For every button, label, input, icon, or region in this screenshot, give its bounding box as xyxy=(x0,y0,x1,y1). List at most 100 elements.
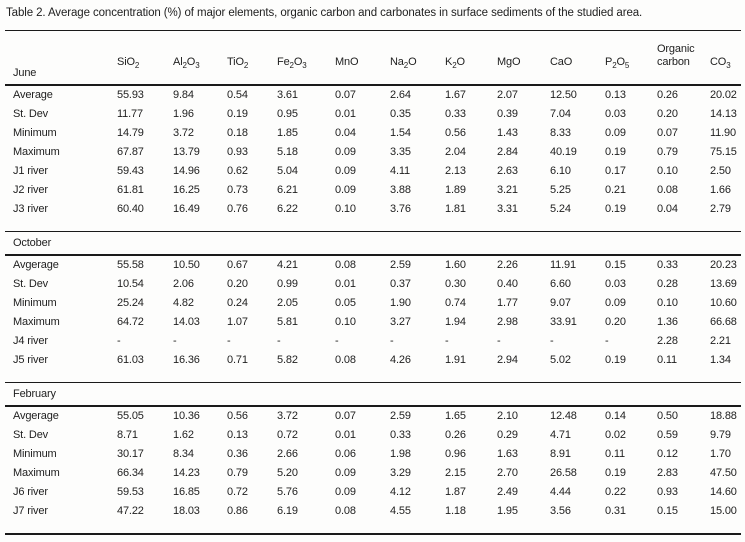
cell-organic-carbon: 0.28 xyxy=(657,278,678,290)
cell-fe2o3: 6.22 xyxy=(277,203,298,215)
cell-al2o3: 16.49 xyxy=(173,203,200,215)
column-header-organic-carbon: Organic carbon xyxy=(649,30,702,86)
cell-p2o5: 0.14 xyxy=(605,410,626,422)
cell-fe2o3: 5.18 xyxy=(277,146,298,158)
table-row-june-j3-river: J3 river 60.40 16.49 0.76 6.22 0.10 3.76 1.81 3.… xyxy=(5,200,741,232)
cell-tio2: 0.79 xyxy=(227,467,248,479)
cell-mgo: 1.77 xyxy=(497,297,518,309)
cell-k2o: 1.65 xyxy=(445,410,466,422)
row-label: J3 river xyxy=(13,203,48,215)
cell-mgo: 1.43 xyxy=(497,127,518,139)
table-row-february-j7-river: J7 river 47.22 18.03 0.86 6.19 0.08 4.55 1.18 1.… xyxy=(5,502,741,534)
cell-mno: 0.05 xyxy=(335,297,356,309)
cell-mgo: 2.07 xyxy=(497,89,518,101)
row-label: Maximum xyxy=(13,146,60,158)
cell-k2o: 0.96 xyxy=(445,448,466,460)
cell-mgo: 2.26 xyxy=(497,259,518,271)
row-label: Avgerage xyxy=(13,410,59,422)
cell-na2o: 1.90 xyxy=(390,297,411,309)
cell-p2o5: 0.15 xyxy=(605,259,626,271)
table-row-october-j4-river: J4 river - - - - - - - - - - 2.28 2.21 xyxy=(5,332,741,351)
row-label: St. Dev xyxy=(13,278,49,290)
cell-cao: 4.44 xyxy=(550,486,571,498)
row-label: Minimum xyxy=(13,127,57,139)
column-header-k2o: K2O xyxy=(437,30,489,86)
cell-tio2: 0.76 xyxy=(227,203,248,215)
cell-k2o: 0.33 xyxy=(445,108,466,120)
cell-al2o3: 16.36 xyxy=(173,354,200,366)
cell-p2o5: 0.03 xyxy=(605,278,626,290)
table-row-february-avgerage: Avgerage 55.05 10.36 0.56 3.72 0.07 2.59 1.65 2.… xyxy=(5,406,741,426)
cell-mno: 0.09 xyxy=(335,146,356,158)
table-row-june-minimum: Minimum 14.79 3.72 0.18 1.85 0.04 1.54 0.56 1.43… xyxy=(5,124,741,143)
cell-mno: 0.10 xyxy=(335,203,356,215)
table-row-october-j5-river: J5 river 61.03 16.36 0.71 5.82 0.08 4.26 1.91 2.… xyxy=(5,351,741,383)
row-label: J5 river xyxy=(13,354,48,366)
cell-k2o: 1.18 xyxy=(445,505,466,517)
header-row: June SiO2 Al2O3 TiO2 Fe2O3 MnO Na2O K2O MgO CaO P2… xyxy=(5,30,741,86)
cell-tio2: 0.93 xyxy=(227,146,248,158)
cell-fe2o3: - xyxy=(277,335,281,347)
cell-organic-carbon: 0.33 xyxy=(657,259,678,271)
cell-fe2o3: 3.72 xyxy=(277,410,298,422)
cell-na2o: - xyxy=(390,335,394,347)
cell-cao: 5.25 xyxy=(550,184,571,196)
cell-cao: 40.19 xyxy=(550,146,577,158)
cell-mno: 0.09 xyxy=(335,184,356,196)
cell-fe2o3: 5.04 xyxy=(277,165,298,177)
cell-co3: 47.50 xyxy=(710,467,737,479)
cell-tio2: 0.62 xyxy=(227,165,248,177)
cell-sio2: 30.17 xyxy=(117,448,144,460)
cell-na2o: 3.35 xyxy=(390,146,411,158)
cell-sio2: 64.72 xyxy=(117,316,144,328)
cell-tio2: 0.72 xyxy=(227,486,248,498)
cell-tio2: - xyxy=(227,335,231,347)
cell-tio2: 0.71 xyxy=(227,354,248,366)
cell-co3: 75.15 xyxy=(710,146,737,158)
cell-organic-carbon: 0.20 xyxy=(657,108,678,120)
table-row-june-maximum: Maximum 67.87 13.79 0.93 5.18 0.09 3.35 2.04 2.8… xyxy=(5,143,741,162)
cell-p2o5: 0.13 xyxy=(605,89,626,101)
column-header-fe2o3: Fe2O3 xyxy=(269,30,327,86)
cell-fe2o3: 3.61 xyxy=(277,89,298,101)
row-label: J4 river xyxy=(13,335,48,347)
cell-k2o: 1.60 xyxy=(445,259,466,271)
row-label: Average xyxy=(13,89,53,101)
cell-p2o5: 0.02 xyxy=(605,429,626,441)
cell-organic-carbon: 0.79 xyxy=(657,146,678,158)
cell-cao: 7.04 xyxy=(550,108,571,120)
cell-k2o: 1.89 xyxy=(445,184,466,196)
table-row-october-minimum: Minimum 25.24 4.82 0.24 2.05 0.05 1.90 0.74 1.77… xyxy=(5,294,741,313)
cell-mno: 0.01 xyxy=(335,429,356,441)
cell-organic-carbon: 2.28 xyxy=(657,335,678,347)
cell-mno: 0.09 xyxy=(335,467,356,479)
cell-organic-carbon: 2.83 xyxy=(657,467,678,479)
cell-k2o: 1.91 xyxy=(445,354,466,366)
cell-al2o3: 10.50 xyxy=(173,259,200,271)
cell-co3: 15.00 xyxy=(710,505,737,517)
cell-p2o5: 0.19 xyxy=(605,467,626,479)
cell-k2o: 0.56 xyxy=(445,127,466,139)
cell-mgo: 2.63 xyxy=(497,165,518,177)
cell-organic-carbon: 0.10 xyxy=(657,165,678,177)
cell-sio2: 59.43 xyxy=(117,165,144,177)
cell-fe2o3: 6.19 xyxy=(277,505,298,517)
cell-k2o: 0.30 xyxy=(445,278,466,290)
cell-organic-carbon: 0.50 xyxy=(657,410,678,422)
cell-mno: 0.09 xyxy=(335,486,356,498)
table-row-february-maximum: Maximum 66.34 14.23 0.79 5.20 0.09 3.29 2.15 2.7… xyxy=(5,464,741,483)
cell-al2o3: 13.79 xyxy=(173,146,200,158)
cell-k2o: 2.13 xyxy=(445,165,466,177)
column-header-al2o3: Al2O3 xyxy=(165,30,219,86)
cell-p2o5: - xyxy=(605,335,609,347)
cell-k2o: 1.67 xyxy=(445,89,466,101)
table-row-february-minimum: Minimum 30.17 8.34 0.36 2.66 0.06 1.98 0.96 1.63… xyxy=(5,445,741,464)
cell-p2o5: 0.19 xyxy=(605,146,626,158)
cell-mno: 0.07 xyxy=(335,410,356,422)
cell-cao: - xyxy=(550,335,554,347)
cell-al2o3: 14.23 xyxy=(173,467,200,479)
cell-sio2: 67.87 xyxy=(117,146,144,158)
cell-mgo: 0.40 xyxy=(497,278,518,290)
cell-al2o3: 1.62 xyxy=(173,429,194,441)
cell-co3: 14.13 xyxy=(710,108,737,120)
